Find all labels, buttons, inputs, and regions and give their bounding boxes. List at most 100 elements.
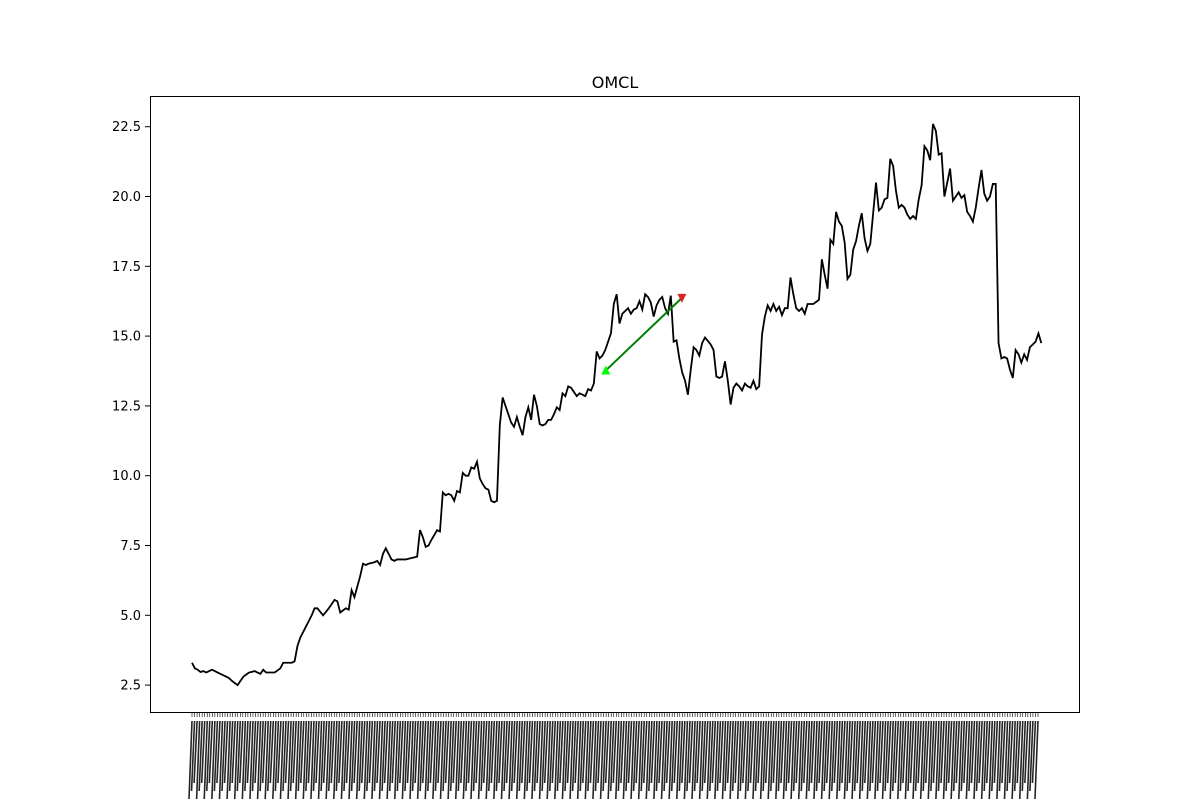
x-tick-label	[744, 720, 750, 800]
x-tick-label	[594, 720, 600, 792]
x-tick-label	[871, 720, 877, 784]
x-tick-label	[244, 720, 249, 792]
x-tick-label	[932, 720, 938, 784]
x-tick-label	[393, 720, 399, 800]
x-tick-label	[681, 720, 686, 784]
x-tick-label	[447, 720, 452, 800]
x-tick-label	[721, 720, 727, 800]
x-tick-label	[1029, 720, 1034, 792]
x-tick-label	[711, 720, 717, 784]
x-tick-label	[813, 720, 818, 800]
x-tick-label	[246, 720, 252, 784]
x-tick-label	[317, 720, 323, 800]
x-tick-label	[843, 720, 849, 800]
y-tick-label: 15.0	[112, 330, 141, 345]
x-tick-label	[828, 720, 834, 800]
x-tick-label	[515, 720, 521, 800]
x-tick-label	[566, 720, 572, 784]
x-tick-label	[269, 720, 275, 784]
x-tick-label	[683, 720, 689, 800]
x-tick-label	[297, 720, 303, 792]
x-tick-label	[952, 720, 958, 792]
x-tick-label	[714, 720, 719, 800]
x-tick-label	[556, 720, 562, 792]
x-tick-label	[597, 720, 602, 784]
x-tick-label	[1031, 720, 1037, 784]
x-tick-label	[233, 720, 239, 800]
x-tick-label	[363, 720, 369, 800]
x-tick-label	[696, 720, 701, 784]
x-tick-label	[686, 720, 691, 792]
x-tick-label	[360, 720, 366, 784]
x-tick-label	[1021, 720, 1027, 792]
x-tick-label	[495, 720, 501, 792]
x-tick-label	[472, 720, 478, 792]
x-tick-label	[289, 720, 295, 792]
x-tick-label	[823, 720, 828, 792]
x-tick-label	[561, 720, 567, 800]
x-tick-label	[815, 720, 821, 792]
x-tick-label	[277, 720, 282, 784]
x-tick-label	[340, 720, 346, 800]
x-tick-label	[465, 720, 470, 792]
x-tick-label	[879, 720, 884, 784]
x-tick-label	[333, 720, 338, 800]
x-tick-label	[536, 720, 541, 784]
x-tick-label	[1034, 720, 1039, 800]
x-tick-label	[401, 720, 407, 800]
x-tick-label	[615, 720, 620, 800]
x-tick-label	[526, 720, 531, 792]
x-tick-label	[1003, 720, 1009, 800]
x-tick-label	[762, 720, 767, 792]
y-tick-label: 2.5	[120, 679, 141, 694]
x-tick-label	[498, 720, 503, 784]
x-tick-label	[803, 720, 808, 784]
x-tick-label	[503, 720, 508, 792]
x-tick-label	[650, 720, 656, 784]
x-tick-label	[620, 720, 625, 784]
x-tick-label	[279, 720, 285, 800]
x-tick-label	[975, 720, 981, 792]
x-tick-label	[996, 720, 1001, 800]
x-tick-label	[658, 720, 663, 784]
x-tick-label	[787, 720, 793, 784]
x-tick-label	[205, 720, 211, 792]
x-tick-label	[940, 720, 945, 784]
x-tick-label	[338, 720, 343, 784]
x-tick-label	[518, 720, 524, 792]
x-tick-label	[917, 720, 922, 784]
x-tick-label	[891, 720, 897, 792]
x-tick-label	[528, 720, 534, 784]
x-tick-label	[236, 720, 242, 792]
x-tick-label	[985, 720, 991, 784]
x-tick-label	[259, 720, 264, 792]
x-tick-label	[853, 720, 859, 792]
x-tick-label	[378, 720, 384, 800]
x-tick-label	[965, 720, 971, 800]
y-tick-label: 10.0	[112, 469, 141, 484]
x-tick-label	[820, 720, 826, 800]
x-tick-label	[632, 720, 638, 792]
x-tick-label	[703, 720, 709, 784]
x-tick-label	[818, 720, 823, 784]
x-tick-label	[310, 720, 315, 800]
x-tick-label	[391, 720, 397, 784]
x-tick-label	[305, 720, 310, 792]
x-tick-label	[350, 720, 356, 792]
x-tick-label	[302, 720, 308, 800]
x-tick-label	[312, 720, 318, 792]
x-tick-label	[1013, 720, 1019, 792]
y-tick-label: 22.5	[112, 120, 141, 135]
x-tick-label	[427, 720, 432, 792]
x-tick-label	[376, 720, 381, 784]
x-tick-label	[907, 720, 912, 792]
x-tick-label	[589, 720, 595, 784]
trade-annotations	[601, 293, 687, 375]
x-tick-label	[698, 720, 704, 800]
x-tick-label	[836, 720, 841, 800]
x-tick-label	[381, 720, 386, 792]
x-tick-label	[576, 720, 582, 800]
x-tick-label	[937, 720, 943, 792]
x-tick-label	[399, 720, 404, 784]
x-tick-label	[239, 720, 244, 784]
